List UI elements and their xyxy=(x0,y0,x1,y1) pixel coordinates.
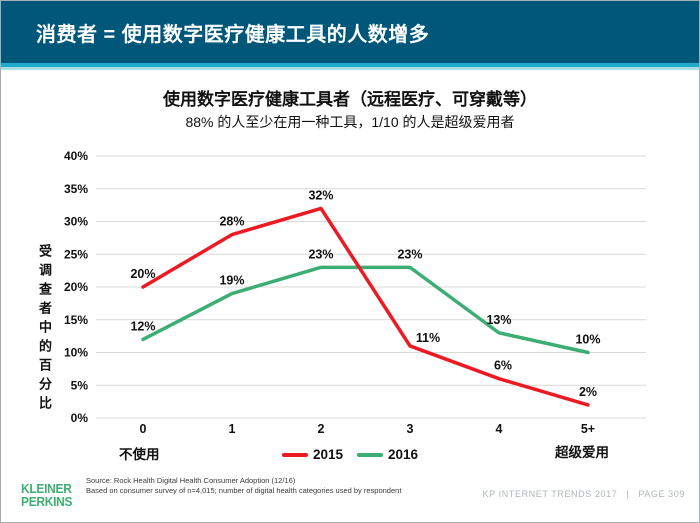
y-tick-label: 20% xyxy=(64,280,88,294)
legend-item-2016: 2016 xyxy=(357,447,418,462)
legend-label: 2015 xyxy=(312,447,343,462)
y-tick-label: 40% xyxy=(64,149,88,163)
y-tick-label: 35% xyxy=(64,182,88,196)
line-chart: 0% 5% 10% 15% 20% 25% 30% 35% 40% 0 1 2 3 4 5+ 20% 28% 32… xyxy=(64,149,646,436)
y-tick-label: 10% xyxy=(64,346,88,360)
x-tick-label: 5+ xyxy=(581,422,595,436)
data-label: 20% xyxy=(130,267,155,281)
data-label: 6% xyxy=(494,359,512,373)
y-tick-label: 30% xyxy=(64,215,88,229)
data-label: 13% xyxy=(486,313,511,327)
series-line-2015 xyxy=(141,206,590,407)
x-axis-note-left: 不使用 xyxy=(119,447,160,462)
data-label: 23% xyxy=(308,247,333,261)
data-label: 10% xyxy=(575,333,600,347)
source-line-1: Source: Rock Health Digital Health Consu… xyxy=(86,476,296,485)
y-tick-label: 25% xyxy=(64,247,88,261)
chart-subtitle: 88% 的人至少在用一种工具，1/10 的人是超级爱用者 xyxy=(185,114,515,130)
x-tick-label: 1 xyxy=(229,422,236,436)
logo-line-2: PERKINS xyxy=(21,493,73,509)
chart-title: 使用数字医疗健康工具者（远程医疗、可穿戴等） xyxy=(163,90,537,109)
slide-header: 消费者 = 使用数字医疗健康工具的人数增多 xyxy=(1,1,699,63)
series-line-2016 xyxy=(141,265,590,355)
kleiner-perkins-logo: KLEINER PERKINS xyxy=(21,481,73,509)
legend-item-2015: 2015 xyxy=(281,447,343,462)
y-tick-label: 15% xyxy=(64,313,88,327)
legend-label: 2016 xyxy=(388,447,419,462)
header-accent-bar-light xyxy=(1,67,699,70)
legend-swatch-icon xyxy=(281,452,308,457)
deck-name: KP INTERNET TRENDS 2017 xyxy=(482,489,618,499)
logo-line-1: KLEINER xyxy=(21,481,72,496)
page-number: PAGE 309 xyxy=(638,489,685,499)
x-tick-label: 2 xyxy=(318,422,325,436)
slide-header-title: 消费者 = 使用数字医疗健康工具的人数增多 xyxy=(36,23,430,46)
data-label: 23% xyxy=(397,247,422,261)
chart-legend: 2015 2016 xyxy=(1,447,699,462)
y-tick-label: 5% xyxy=(71,378,89,392)
y-tick-label: 0% xyxy=(71,411,89,425)
data-label: 32% xyxy=(308,188,333,202)
data-label: 19% xyxy=(219,274,244,288)
source-line-2: Based on consumer survey of n=4,015; num… xyxy=(86,485,402,495)
data-label: 11% xyxy=(416,331,440,345)
x-tick-label: 4 xyxy=(496,422,503,436)
page-separator: | xyxy=(626,489,630,499)
source-note: Source: Rock Health Digital Health Consu… xyxy=(86,476,401,495)
header-accent-bar xyxy=(1,63,699,67)
x-tick-label: 0 xyxy=(140,422,147,436)
data-label: 2% xyxy=(579,385,597,399)
data-label: 28% xyxy=(219,215,244,229)
data-label: 12% xyxy=(130,319,155,333)
y-axis-title: 受调查者中的百分比 xyxy=(37,244,52,415)
page-info: KP INTERNET TRENDS 2017 | PAGE 309 xyxy=(483,489,685,499)
legend-swatch-icon xyxy=(357,452,383,457)
x-tick-label: 3 xyxy=(407,422,414,436)
x-axis-note-right: 超级爱用 xyxy=(555,445,609,460)
